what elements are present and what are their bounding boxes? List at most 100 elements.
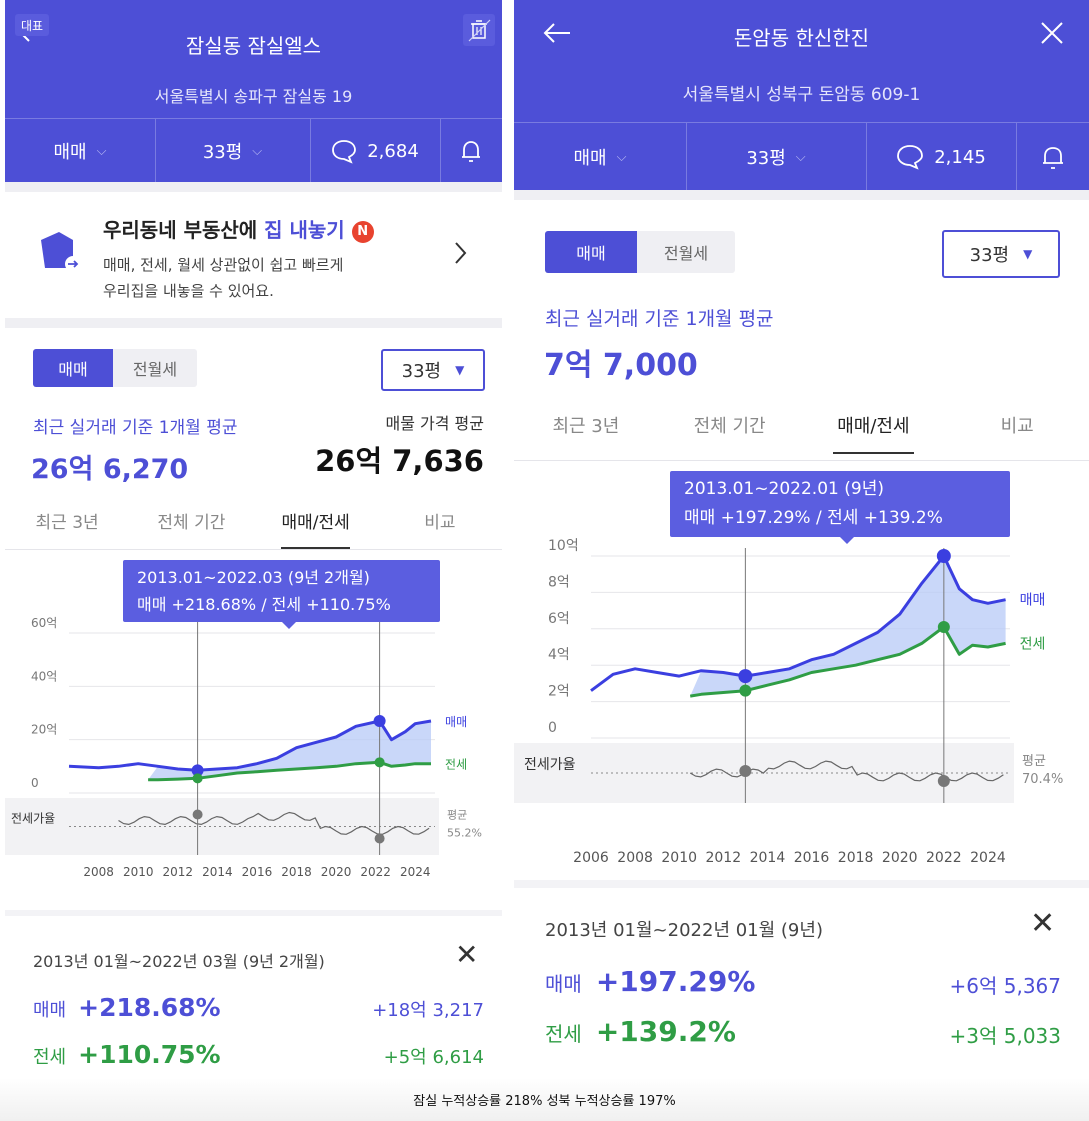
size-label: 33평 xyxy=(746,148,786,169)
x-tick-label: 2010 xyxy=(661,850,697,866)
tooltip-period: 2013.01~2022.03 (9년 2개월) xyxy=(137,568,370,587)
summary-period: 2013년 01월~2022년 03월 (9년 2개월) xyxy=(33,952,325,971)
notification-button[interactable] xyxy=(440,119,502,183)
arrow-left-icon[interactable] xyxy=(540,18,574,48)
avg-price-label: 최근 실거래 기준 1개월 평균 xyxy=(33,418,238,438)
y-tick-label: 10억 xyxy=(548,538,579,554)
trash-icon xyxy=(468,19,491,42)
chevron-right-icon xyxy=(455,242,467,264)
legend-jeonse: 전세 xyxy=(1020,636,1046,652)
tab-recent-3y[interactable]: 최근 3년 xyxy=(552,416,620,437)
comment-count: 2,684 xyxy=(367,140,419,162)
jeonse-marker-dot xyxy=(937,620,950,633)
trade-type-select[interactable]: 매매 ⌵ xyxy=(5,119,155,183)
sale-series-line xyxy=(590,554,1006,692)
page-title: 잠실동 잠실엘스 xyxy=(185,34,322,58)
toggle-rent[interactable]: 전월세 xyxy=(663,244,709,263)
ratio-line xyxy=(118,811,430,835)
ratio-label: 전세가율 xyxy=(11,812,55,826)
ratio-label: 전세가율 xyxy=(524,757,576,773)
toggle-sale[interactable]: 매매 xyxy=(545,231,637,273)
comments-button[interactable]: 2,684 xyxy=(310,119,440,183)
tab-compare[interactable]: 비교 xyxy=(424,513,456,533)
address: 서울특별시 송파구 잠실동 19 xyxy=(154,87,353,106)
summary-period: 2013년 01월~2022년 01월 (9년) xyxy=(545,920,823,941)
jeonse-marker-dot xyxy=(739,684,752,697)
jeonse-series-line xyxy=(148,760,431,782)
range-tooltip: 2013.01~2022.03 (9년 2개월) 매매 +218.68% / 전… xyxy=(123,560,440,629)
avg-price-label: 최근 실거래 기준 1개월 평균 xyxy=(545,308,774,330)
size-label: 33평 xyxy=(202,142,243,163)
filter-bar: 매매 ⌵ 33평 ⌵ 2,145 xyxy=(514,122,1089,191)
close-icon[interactable] xyxy=(1039,20,1065,46)
summary-jeonse-row: 전세 +110.75% xyxy=(33,1040,221,1069)
sale-label: 매매 xyxy=(33,1000,67,1021)
size-dropdown[interactable]: 33평 ▼ xyxy=(381,349,485,391)
x-tick-label: 2010 xyxy=(123,865,154,879)
summary-close-icon[interactable]: ✕ xyxy=(1030,906,1056,941)
tab-compare[interactable]: 비교 xyxy=(1000,416,1034,437)
ratio-marker-dot xyxy=(739,765,752,777)
size-dropdown-label: 33평 xyxy=(401,361,442,382)
jeonse-pct: +110.75% xyxy=(78,1040,221,1069)
jeonse-label: 전세 xyxy=(545,1022,582,1046)
tab-sale-jeonse[interactable]: 매매/전세 xyxy=(254,508,378,549)
tab-all-period[interactable]: 전체 기간 xyxy=(157,513,226,533)
ratio-avg-label: 평균 xyxy=(447,809,467,822)
tab-recent-3y[interactable]: 최근 3년 xyxy=(35,513,99,533)
trade-type-select[interactable]: 매매 ⌵ xyxy=(514,123,686,191)
summary-sale-row: 매매 +197.29% xyxy=(545,965,755,998)
chevron-down-icon: ⌵ xyxy=(616,149,627,165)
sale-pct: +218.68% xyxy=(78,993,221,1022)
x-tick-label: 2012 xyxy=(163,865,194,879)
back-button[interactable]: 대표 xyxy=(15,14,49,48)
range-tooltip: 2013.01~2022.01 (9년) 매매 +197.29% / 전세 +1… xyxy=(670,471,1010,544)
comments-button[interactable]: 2,145 xyxy=(866,123,1016,191)
x-tick-label: 2022 xyxy=(360,865,391,879)
page-title: 돈암동 한신한진 xyxy=(733,26,870,50)
summary-jeonse-row: 전세 +139.2% xyxy=(545,1015,736,1048)
jeonse-amount: +5억 6,614 xyxy=(383,1047,484,1068)
tab-all-period[interactable]: 전체 기간 xyxy=(693,416,766,437)
notification-button[interactable] xyxy=(1016,123,1089,191)
chevron-down-icon: ⌵ xyxy=(252,143,263,159)
sale-label: 매매 xyxy=(545,972,582,996)
x-tick-label: 2018 xyxy=(838,850,874,866)
sale-marker-dot xyxy=(373,715,386,727)
caret-down-icon: ▼ xyxy=(1023,247,1033,261)
delete-button[interactable] xyxy=(463,14,495,46)
sale-amount: +18억 3,217 xyxy=(372,1000,484,1021)
summary-close-icon[interactable]: ✕ xyxy=(455,938,479,971)
x-tick-label: 2020 xyxy=(882,850,918,866)
chevron-down-icon: ⌵ xyxy=(795,149,806,165)
ratio-marker-dot xyxy=(937,775,950,787)
header: 대표 잠실동 잠실엘스 서울특별시 송파구 잠실동 19 매매 ⌵ 33평 ⌵ 2,… xyxy=(5,0,502,183)
sell-promo-banner[interactable]: 우리동네 부동산에 집 내놓기 N 매매, 전세, 월세 상관없이 쉽고 빠르게… xyxy=(5,192,502,318)
size-select[interactable]: 33평 ⌵ xyxy=(155,119,310,183)
toggle-sale[interactable]: 매매 xyxy=(33,349,113,387)
y-tick-label: 8억 xyxy=(548,574,570,590)
address: 서울특별시 성북구 돈암동 609-1 xyxy=(682,85,921,105)
trade-type-label: 매매 xyxy=(53,142,87,163)
ratio-avg-label: 평균 xyxy=(1022,754,1046,769)
toggle-rent[interactable]: 전월세 xyxy=(132,360,178,379)
summary-sale-row: 매매 +218.68% xyxy=(33,993,221,1022)
period-tabs: 최근 3년 전체 기간 매매/전세 비교 xyxy=(5,508,502,549)
promo-title: 우리동네 부동산에 집 내놓기 N xyxy=(103,214,374,243)
period-tabs: 최근 3년 전체 기간 매매/전세 비교 xyxy=(514,412,1089,454)
size-select[interactable]: 33평 ⌵ xyxy=(686,123,866,191)
jeonse-pct: +139.2% xyxy=(595,1015,736,1048)
x-tick-label: 2020 xyxy=(321,865,352,879)
comment-count: 2,145 xyxy=(934,146,986,168)
sale-amount: +6억 5,367 xyxy=(949,974,1062,998)
x-tick-label: 2014 xyxy=(202,865,233,879)
listing-price-label: 매물 가격 평균 xyxy=(385,414,485,433)
left-apartment-panel: 대표 잠실동 잠실엘스 서울특별시 송파구 잠실동 19 매매 ⌵ 33평 ⌵ 2,… xyxy=(5,0,502,1075)
tab-sale-jeonse[interactable]: 매매/전세 xyxy=(802,412,946,454)
x-tick-label: 2018 xyxy=(281,865,312,879)
y-tick-label: 20억 xyxy=(31,723,57,737)
sale-pct: +197.29% xyxy=(595,965,756,998)
size-dropdown[interactable]: 33평 ▼ xyxy=(942,230,1060,278)
